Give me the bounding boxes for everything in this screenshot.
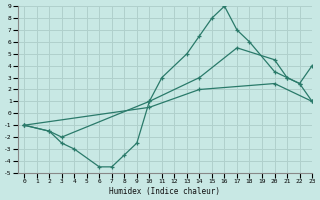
X-axis label: Humidex (Indice chaleur): Humidex (Indice chaleur): [109, 187, 220, 196]
